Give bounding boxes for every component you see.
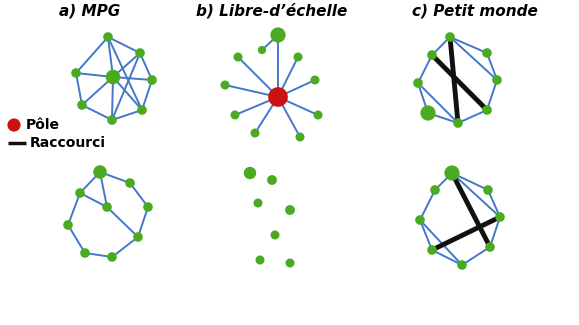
Point [285,207,295,213]
Point [230,112,240,118]
Point [221,83,230,88]
Text: a) MPG: a) MPG [60,3,120,18]
Point [270,232,280,238]
Point [485,244,494,250]
Point [492,77,501,83]
Point [448,170,457,176]
Point [254,201,263,206]
Point [148,77,157,83]
Point [294,54,303,59]
Point [233,54,243,59]
Point [78,102,87,108]
Text: Pôle: Pôle [26,118,60,132]
Point [273,94,283,99]
Point [453,120,463,125]
Point [126,180,135,186]
Point [63,222,72,227]
Point [267,177,277,183]
Point [250,130,259,136]
Text: c) Petit monde: c) Petit monde [412,3,538,18]
Text: Raccourci: Raccourci [30,136,106,150]
Point [255,257,265,263]
Point [295,135,305,140]
Point [457,262,467,267]
Point [482,107,492,112]
Point [75,190,85,196]
Point [144,204,153,210]
Point [107,254,116,260]
Point [133,234,142,240]
Point [427,52,437,58]
Point [245,170,255,176]
Point [108,74,118,80]
Point [310,77,320,83]
Point [104,34,113,40]
Point [285,260,295,266]
Point [427,247,437,253]
Point [482,50,492,56]
Text: b) Libre-d’échelle: b) Libre-d’échelle [196,3,347,19]
Point [102,204,112,210]
Point [430,188,439,193]
Point [496,214,505,220]
Point [107,117,116,123]
Point [483,188,493,193]
Point [137,107,146,112]
Point [96,169,105,175]
Point [423,111,433,116]
Point [135,50,145,56]
Point [413,80,423,85]
Point [415,217,424,223]
Point [80,250,90,255]
Point [9,123,19,128]
Point [273,32,283,38]
Point [258,47,267,53]
Point [313,112,323,118]
Point [71,71,80,76]
Point [445,34,455,40]
